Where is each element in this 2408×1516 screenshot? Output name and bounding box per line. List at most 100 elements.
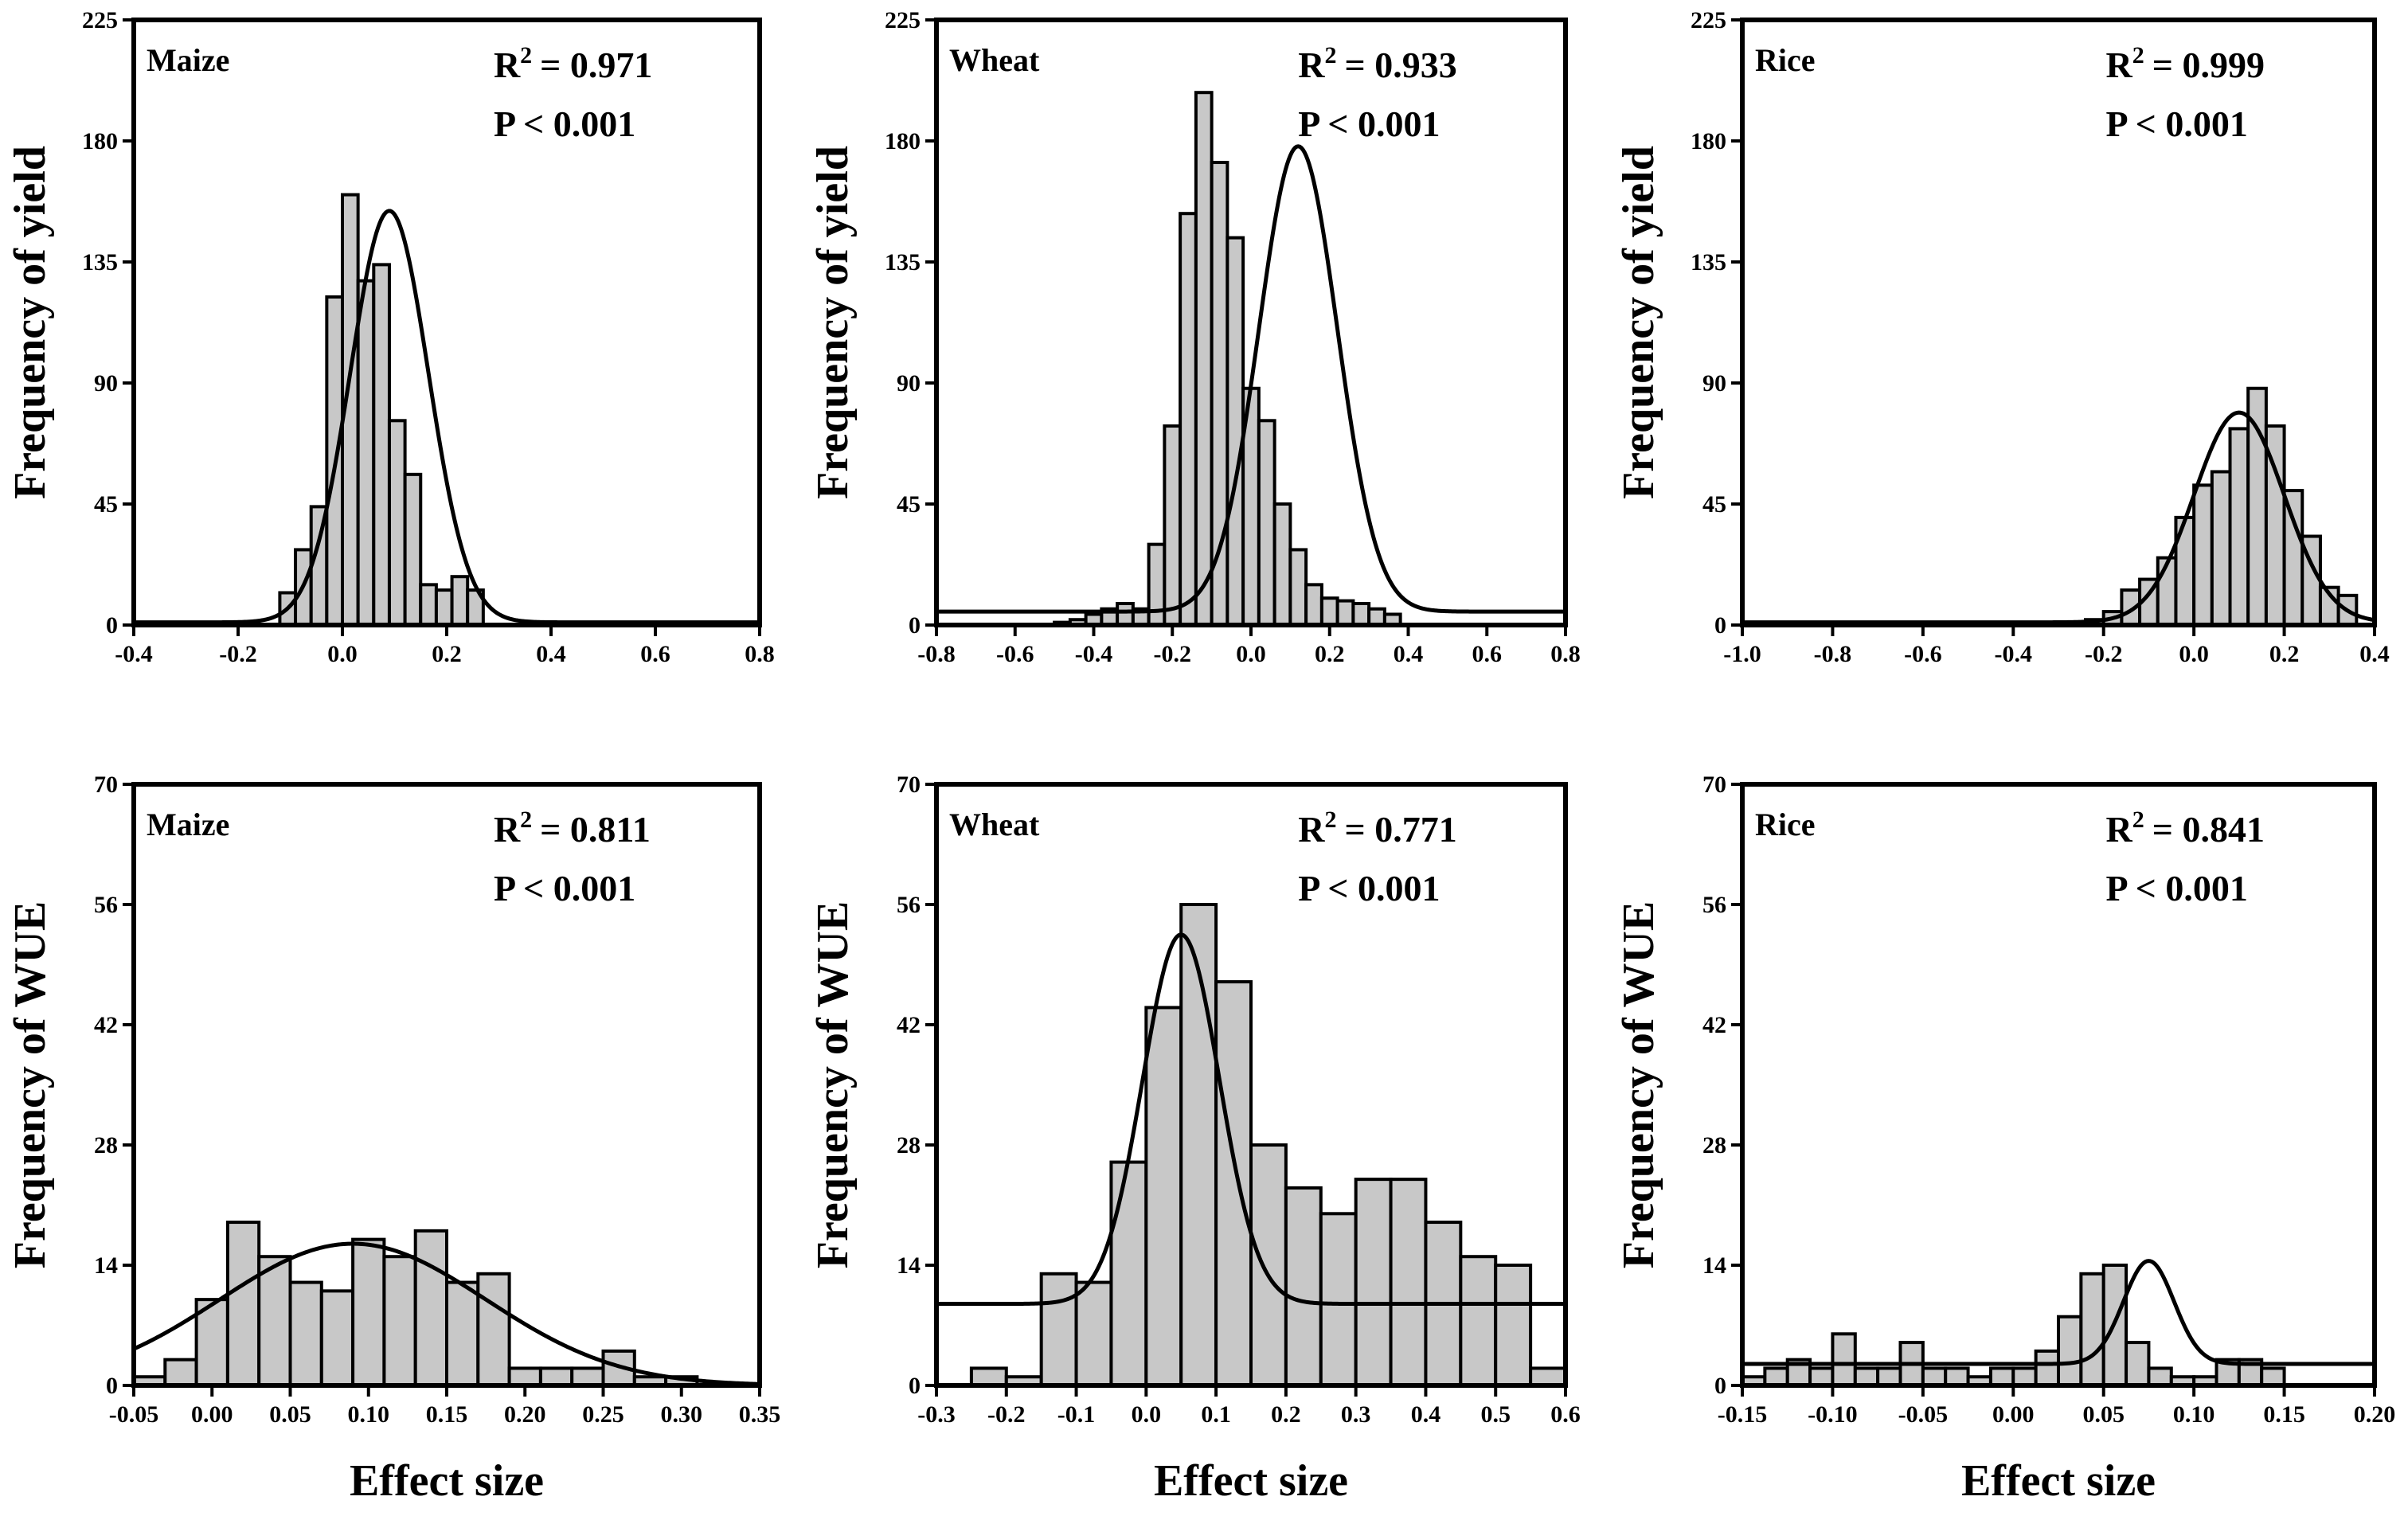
x-tick-label: 0.00 [191, 1401, 233, 1428]
histogram-bar [382, 1255, 417, 1387]
histogram-bar [403, 472, 423, 627]
x-tick-label: 0.2 [1271, 1401, 1301, 1428]
histogram-bar [1808, 1366, 1835, 1388]
x-tick-label: -0.4 [115, 641, 153, 667]
histogram-bar [450, 575, 470, 627]
histogram-bar [356, 279, 376, 627]
x-tick-label: -0.2 [219, 641, 257, 667]
histogram-bar [1163, 424, 1182, 627]
x-tick-label: -0.15 [1718, 1401, 1768, 1428]
y-tick-label: 56 [94, 892, 118, 918]
histogram-bar [1288, 548, 1308, 627]
x-tick-label: 0.0 [1132, 1401, 1162, 1428]
y-tick-label: 0 [909, 1373, 921, 1399]
histogram-bar [2210, 470, 2232, 627]
x-tick-label: 0.00 [1992, 1401, 2035, 1428]
x-tick-label: 0.30 [661, 1401, 703, 1428]
histogram-bar [434, 588, 454, 627]
plot-frame [131, 18, 762, 627]
plot-frame [1740, 18, 2377, 627]
y-tick-label: 70 [1702, 772, 1726, 798]
x-tick-label: 0.2 [1315, 641, 1345, 667]
histogram-bar [1214, 980, 1253, 1387]
x-tick-label: 0.05 [2082, 1401, 2125, 1428]
histogram-bar [419, 583, 438, 627]
crop-name-label: Rice [1755, 807, 1816, 842]
r-squared-annotation: R2 = 0.771 [1298, 807, 1456, 850]
x-tick-label: -0.1 [1057, 1401, 1096, 1428]
crop-name-label: Wheat [949, 42, 1040, 78]
histogram-bar [1367, 607, 1386, 627]
histogram-bar [1494, 1264, 1533, 1387]
histogram-bar [1257, 419, 1276, 627]
crop-name-label: Rice [1755, 42, 1816, 78]
histogram-bar [1116, 601, 1135, 627]
x-tick-label: 0.0 [1236, 641, 1266, 667]
histogram-bar [1144, 1006, 1183, 1388]
histogram-bar [413, 1229, 449, 1387]
histogram-panel-2-wheat: -0.8 -0.6 -0.4 -0.2 0.0 0.2 0.4 0.6 0.8 0 45 90 135 1… [808, 7, 1581, 667]
y-tick-label: 0 [1714, 612, 1726, 639]
x-tick-label: 0.8 [745, 641, 775, 667]
x-tick-label: 0.0 [327, 641, 358, 667]
x-tick-label: 0.15 [2263, 1401, 2305, 1428]
y-tick-label: 28 [897, 1132, 921, 1158]
histogram-bar [445, 1280, 480, 1387]
y-tick-label: 45 [897, 491, 921, 518]
histogram-bar [1389, 1178, 1428, 1387]
histogram-panel-1-maize: -0.4 -0.2 0.0 0.2 0.4 0.6 0.8 0 45 90 135 180 225 Fre… [6, 7, 775, 667]
y-tick-label: 42 [1702, 1012, 1726, 1038]
x-tick-label: 0.5 [1480, 1401, 1511, 1428]
normal-fit-curve [134, 209, 760, 625]
x-tick-label: 0.8 [1550, 641, 1581, 667]
histogram-bar [2079, 1272, 2105, 1388]
p-value-annotation: P < 0.001 [494, 868, 635, 908]
histogram-bar [1351, 601, 1371, 627]
y-tick-label: 14 [1702, 1252, 1726, 1279]
histogram-bar [2192, 483, 2214, 627]
x-tick-label: -0.3 [917, 1401, 956, 1428]
histogram-bar [372, 263, 391, 627]
histogram-bar [2125, 1341, 2151, 1387]
histogram-bar [1831, 1332, 1857, 1388]
x-tick-label: 0.35 [739, 1401, 781, 1428]
x-tick-label: -0.2 [1154, 641, 1192, 667]
y-tick-label: 45 [94, 491, 118, 518]
histogram-bar [225, 1221, 261, 1387]
plot-frame [934, 782, 1568, 1388]
x-tick-label: 0.15 [426, 1401, 468, 1428]
y-tick-label: 0 [1714, 1373, 1726, 1399]
y-axis-label: Frequency of yield [1614, 146, 1663, 499]
histogram-bar [507, 1366, 542, 1388]
y-tick-label: 56 [897, 892, 921, 918]
y-tick-label: 45 [1702, 491, 1726, 518]
x-tick-label: 0.10 [348, 1401, 390, 1428]
x-tick-label: -0.8 [1814, 641, 1852, 667]
histogram-bar [1074, 1280, 1113, 1387]
r-squared-annotation: R2 = 0.999 [2106, 42, 2265, 85]
x-tick-label: -0.05 [109, 1401, 159, 1428]
p-value-annotation: P < 0.001 [1298, 104, 1440, 144]
x-tick-label: 0.6 [1550, 1401, 1581, 1428]
r-squared-annotation: R2 = 0.933 [1298, 42, 1456, 85]
y-tick-label: 135 [885, 249, 921, 275]
x-tick-label: 0.4 [1394, 641, 1424, 667]
y-tick-label: 0 [106, 612, 118, 639]
p-value-annotation: P < 0.001 [2106, 868, 2248, 908]
y-axis-label: Frequency of WUE [808, 901, 858, 1268]
histogram-bar [2246, 386, 2268, 627]
y-tick-label: 28 [1702, 1132, 1726, 1158]
y-tick-label: 225 [885, 7, 921, 33]
histogram-bar [1319, 1212, 1358, 1388]
normal-fit-curve [936, 932, 1566, 1307]
x-tick-label: 0.20 [504, 1401, 546, 1428]
histogram-bar [1459, 1255, 1498, 1387]
y-tick-label: 180 [1691, 128, 1726, 154]
histogram-panel-4-maize: -0.05 0.00 0.05 0.10 0.15 0.20 0.25 0.30 0.35 0 14… [6, 772, 780, 1506]
x-tick-label: 0.3 [1341, 1401, 1371, 1428]
histogram-bar [1319, 596, 1339, 627]
crop-name-label: Maize [147, 807, 229, 842]
y-tick-label: 135 [82, 249, 118, 275]
x-tick-label: -0.2 [2085, 641, 2123, 667]
y-tick-label: 180 [82, 128, 118, 154]
